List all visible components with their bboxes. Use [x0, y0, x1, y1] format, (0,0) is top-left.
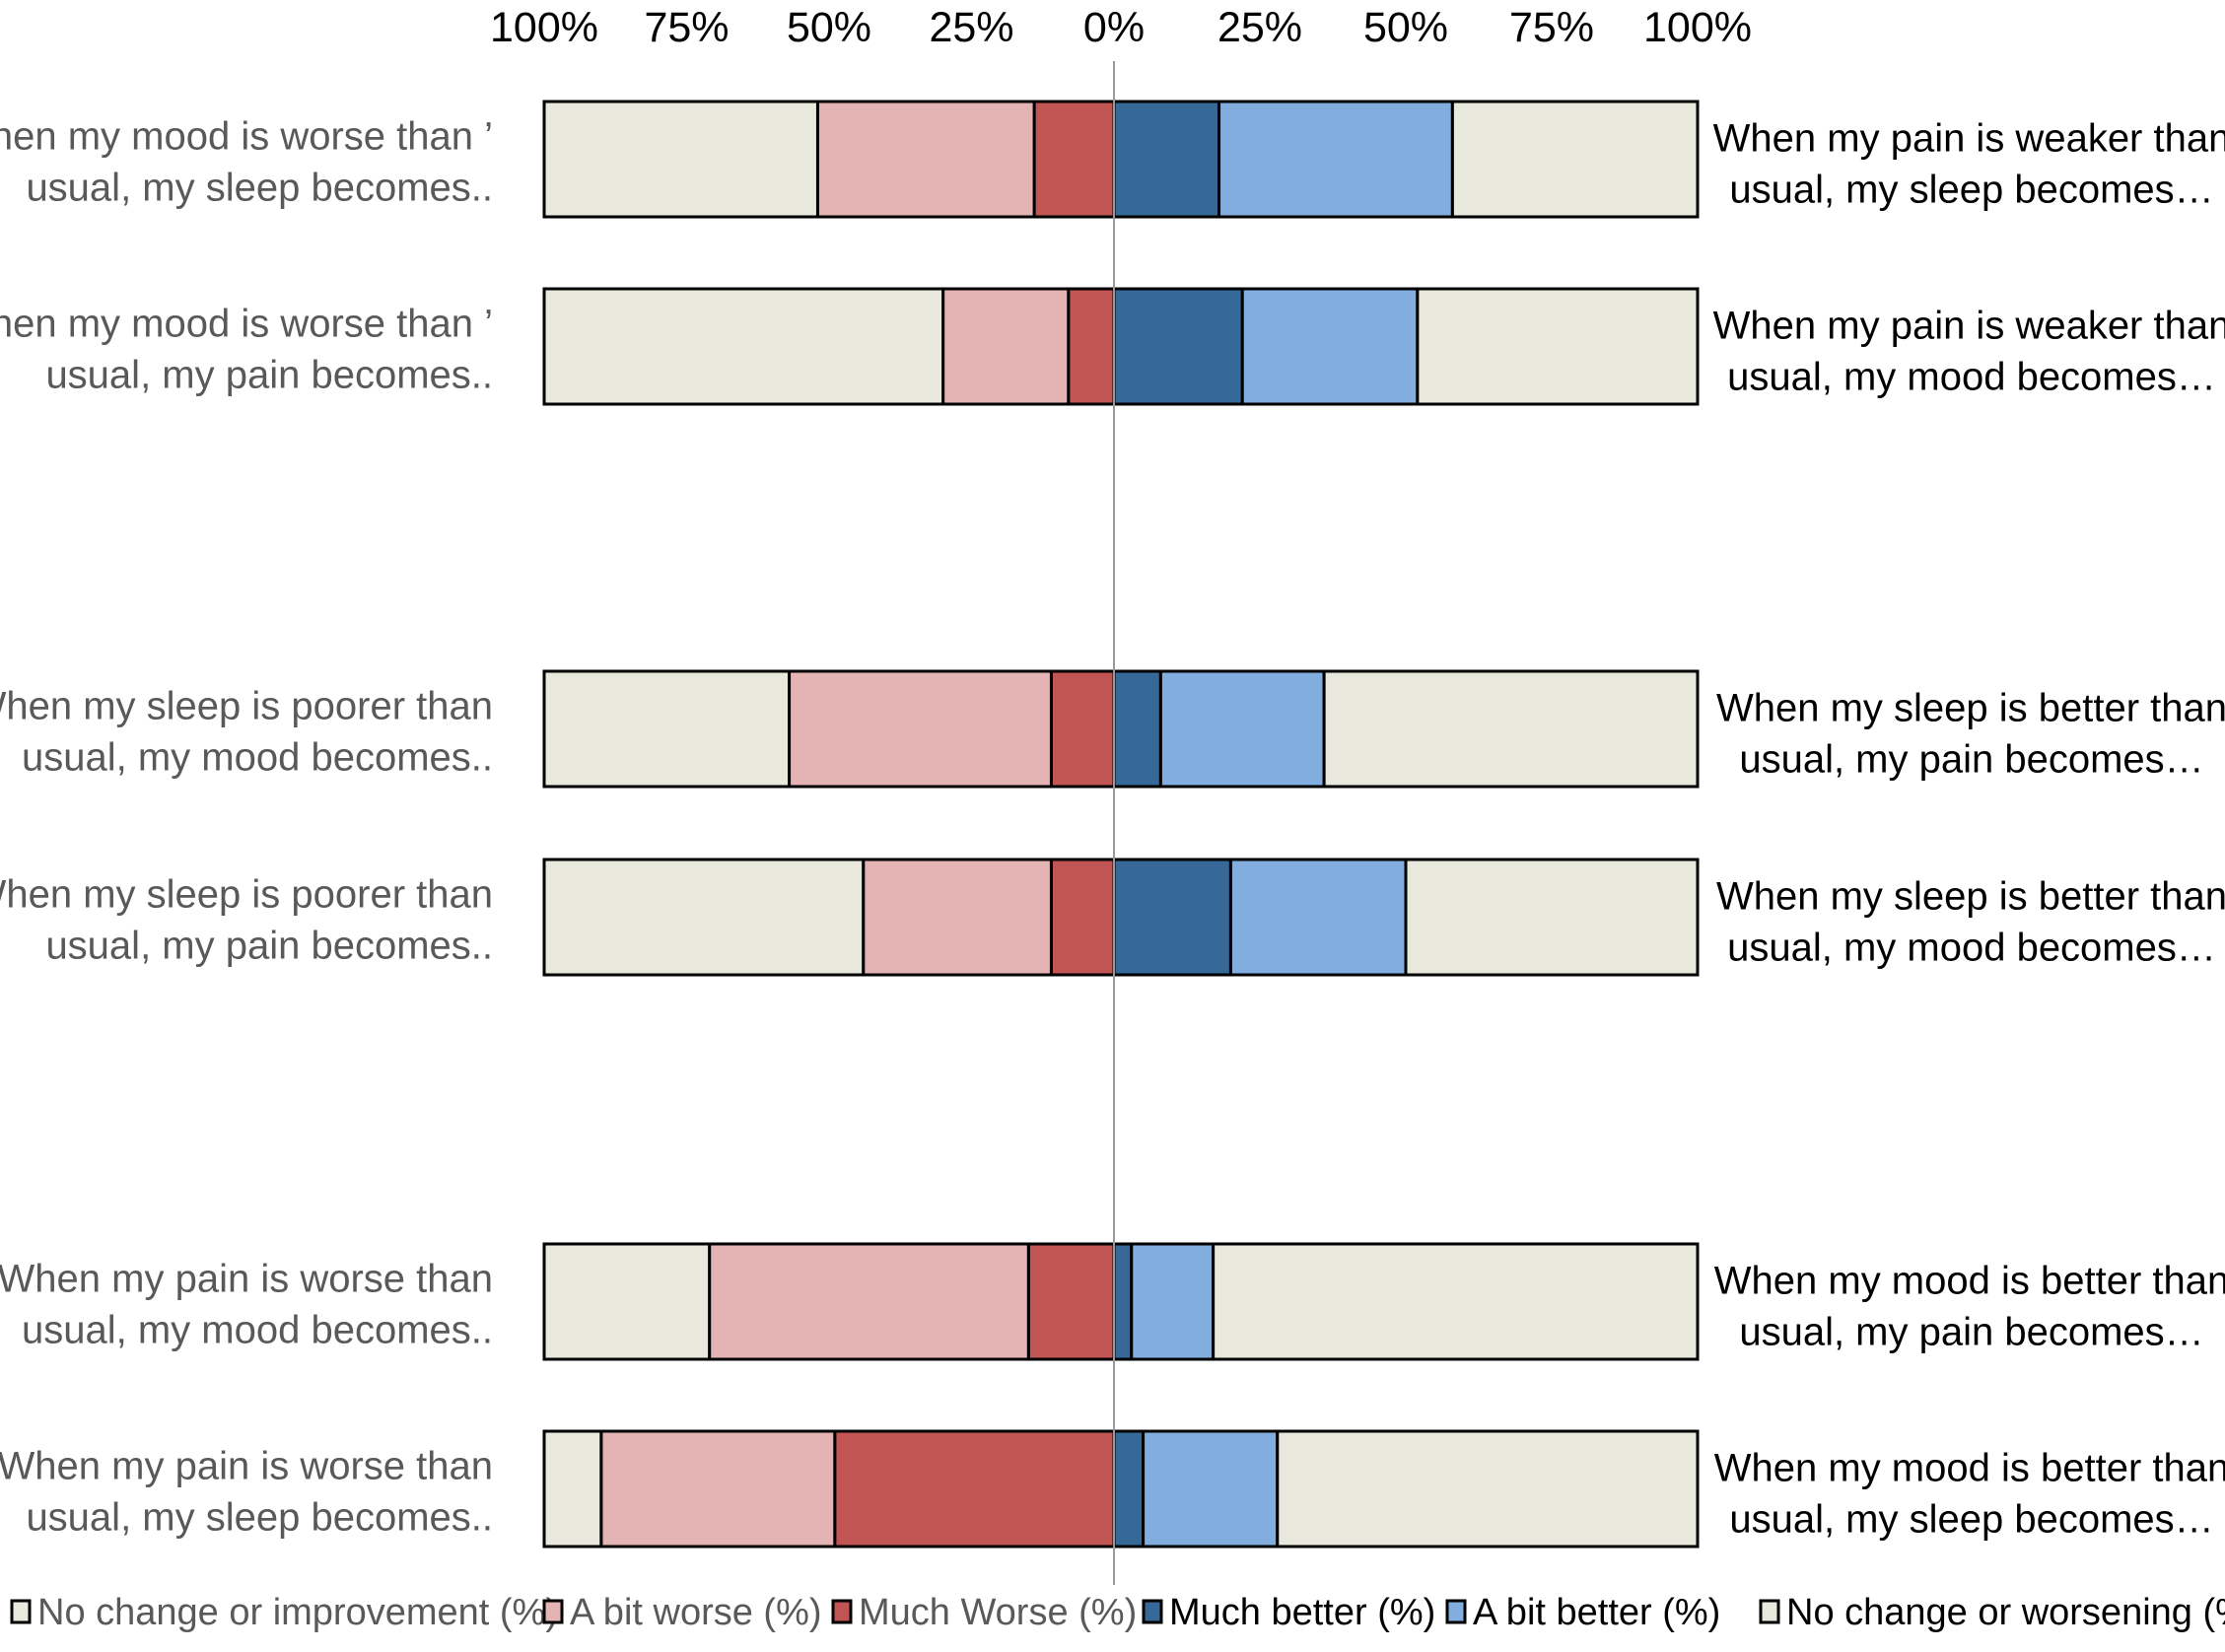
bar-right-a-bit-better — [1228, 858, 1408, 977]
bar-right-no-change — [1450, 100, 1700, 219]
legend-item-4: Much better (%) — [1142, 1592, 1435, 1633]
legend-item-1: No change or improvement (%) — [10, 1592, 558, 1633]
legend-swatch — [1142, 1599, 1163, 1624]
legend-label: Much Worse (%) — [859, 1592, 1137, 1633]
bar-left-a-bit-worse — [788, 669, 1053, 789]
row-labels: When my mood is worse than ’ usual, my sl… — [0, 115, 2225, 1542]
bar-right-no-change — [1276, 1429, 1700, 1549]
bar-right-much-better — [1112, 1429, 1146, 1549]
bar-right-a-bit-better — [1130, 1242, 1216, 1361]
bar-left-no-change — [542, 1242, 712, 1361]
bar-left-a-bit-worse — [708, 1242, 1030, 1361]
bar-left-a-bit-worse — [941, 287, 1071, 406]
legend-item-5: A bit better (%) — [1445, 1592, 1720, 1633]
bar-row-5 — [542, 1242, 1700, 1361]
bar-left-a-bit-worse — [862, 858, 1053, 977]
tick-right-100: 100% — [1643, 4, 1752, 51]
legend-label: No change or improvement (%) — [37, 1592, 558, 1633]
bar-right-much-better — [1112, 1242, 1134, 1361]
legend-label: No change or worsening (% — [1786, 1592, 2225, 1633]
tick-left-100: 100% — [490, 4, 598, 51]
legend: No change or improvement (%) A bit worse … — [10, 1592, 2225, 1633]
bar-right-no-change — [1322, 669, 1700, 789]
bar-row-1 — [542, 100, 1700, 219]
bar-row-6 — [542, 1429, 1700, 1549]
row-label-left: When my pain is worse than usual, my mood… — [0, 1258, 493, 1352]
bar-right-no-change — [1212, 1242, 1700, 1361]
bar-row-3 — [542, 669, 1700, 789]
bars — [542, 100, 1700, 1549]
bar-left-much-worse — [833, 1429, 1116, 1549]
row-label-right: When my mood is better than usual, my pai… — [1714, 1260, 2225, 1354]
bar-right-much-better — [1112, 669, 1162, 789]
bar-right-a-bit-better — [1142, 1429, 1280, 1549]
legend-label: A bit worse (%) — [570, 1592, 822, 1633]
bar-left-no-change — [542, 100, 819, 219]
row-label-left: When my sleep is poorer than usual, my mo… — [0, 685, 493, 780]
tick-left-25: 25% — [929, 4, 1013, 51]
bar-left-much-worse — [1049, 669, 1116, 789]
bar-left-much-worse — [1032, 100, 1116, 219]
bar-right-much-better — [1112, 287, 1244, 406]
bar-right-a-bit-better — [1217, 100, 1454, 219]
bar-right-much-better — [1112, 100, 1221, 219]
legend-label: A bit better (%) — [1473, 1592, 1720, 1633]
tick-right-50: 50% — [1363, 4, 1448, 51]
axis-ticks: 100% 75% 50% 25% 0% 25% 50% 75% 100% — [490, 4, 1752, 51]
legend-swatch — [831, 1599, 853, 1624]
legend-swatch — [10, 1599, 32, 1624]
row-label-right: When my mood is better than usual, my sle… — [1714, 1447, 2225, 1542]
row-label-right: When my sleep is better than usual, my pa… — [1716, 687, 2225, 782]
bar-left-much-worse — [1026, 1242, 1116, 1361]
legend-swatch — [1759, 1599, 1780, 1624]
bar-right-a-bit-better — [1240, 287, 1420, 406]
bar-left-much-worse — [1049, 858, 1116, 977]
bar-left-no-change — [542, 858, 866, 977]
legend-swatch — [542, 1599, 564, 1624]
bar-right-a-bit-better — [1158, 669, 1326, 789]
legend-label: Much better (%) — [1169, 1592, 1435, 1633]
row-label-right: When my sleep is better than usual, my mo… — [1716, 875, 2225, 970]
tick-right-75: 75% — [1509, 4, 1594, 51]
row-label-left: When my pain is worse than usual, my slee… — [0, 1445, 493, 1540]
bar-left-no-change — [542, 1429, 603, 1549]
legend-item-6: No change or worsening (% — [1759, 1592, 2225, 1633]
bar-left-a-bit-worse — [599, 1429, 837, 1549]
row-label-left: When my mood is worse than ’ usual, my pa… — [0, 303, 493, 397]
bar-right-much-better — [1112, 858, 1232, 977]
tick-left-75: 75% — [644, 4, 729, 51]
row-label-right: When my pain is weaker than usual, my moo… — [1713, 305, 2225, 399]
row-label-left: When my mood is worse than ’ usual, my sl… — [0, 115, 493, 210]
tick-right-25: 25% — [1217, 4, 1302, 51]
tick-left-0: 0% — [1083, 4, 1145, 51]
legend-item-3: Much Worse (%) — [831, 1592, 1137, 1633]
row-label-left: When my sleep is poorer than usual, my pa… — [0, 873, 493, 968]
bar-left-much-worse — [1067, 287, 1116, 406]
tick-left-50: 50% — [787, 4, 871, 51]
bar-right-no-change — [1404, 858, 1700, 977]
bar-row-4 — [542, 858, 1700, 977]
row-label-right: When my pain is weaker than usual, my sle… — [1713, 117, 2225, 212]
bar-left-a-bit-worse — [815, 100, 1036, 219]
bar-row-2 — [542, 287, 1700, 406]
bar-left-no-change — [542, 669, 792, 789]
legend-swatch — [1445, 1599, 1467, 1624]
legend-item-2: A bit worse (%) — [542, 1592, 822, 1633]
bar-right-no-change — [1416, 287, 1700, 406]
bar-left-no-change — [542, 287, 945, 406]
